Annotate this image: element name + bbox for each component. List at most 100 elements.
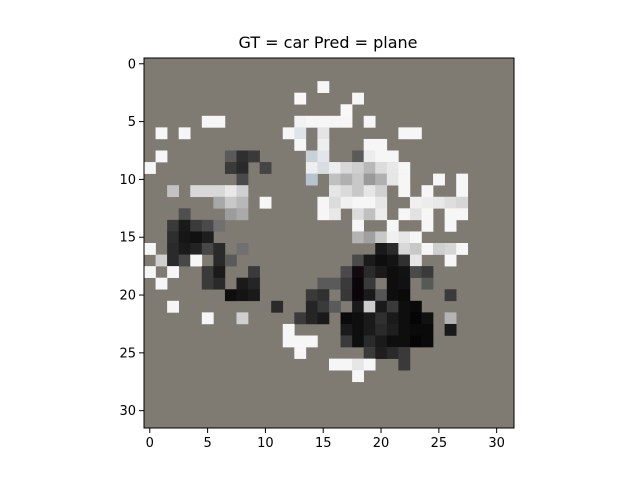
pixel-cell <box>352 196 364 209</box>
x-tick-label: 5 <box>203 436 211 451</box>
pixel-cell <box>190 243 203 255</box>
pixel-cell <box>409 323 422 336</box>
pixel-cell <box>340 115 353 128</box>
pixel-cell <box>352 277 364 290</box>
pixel-cell <box>456 173 469 186</box>
pixel-cell <box>352 231 364 244</box>
pixel-cell <box>375 289 388 302</box>
pixel-cell <box>340 277 353 290</box>
pixel-cell <box>201 312 214 325</box>
pixel-cell <box>236 173 249 186</box>
pixel-cell <box>409 231 422 244</box>
pixel-cell <box>178 208 191 221</box>
pixel-cell <box>398 289 411 302</box>
pixel-cell <box>398 300 411 313</box>
pixel-cell <box>398 266 411 278</box>
pixel-cell <box>317 300 330 313</box>
pixel-cell <box>375 150 388 163</box>
y-tick-label: 0 <box>128 57 136 72</box>
pixel-cell <box>282 335 295 348</box>
pixel-cell <box>363 277 376 290</box>
pixel-cell <box>224 208 237 221</box>
pixel-cell <box>224 162 237 174</box>
pixel-cell <box>352 254 364 267</box>
pixel-cell <box>363 289 376 302</box>
pixel-cell <box>167 266 179 278</box>
pixel-cell <box>236 312 249 325</box>
pixel-cell <box>178 254 191 267</box>
pixel-cell <box>352 185 364 198</box>
pixel-cell <box>190 254 203 267</box>
pixel-cell <box>155 127 168 140</box>
pixel-cell <box>294 127 307 140</box>
pixel-cell <box>201 219 214 232</box>
pixel-cell <box>317 138 330 151</box>
pixel-cell <box>398 277 411 290</box>
pixel-cell <box>317 127 330 140</box>
pixel-cell <box>375 266 388 278</box>
pixel-cells <box>144 81 469 383</box>
pixel-cell <box>433 243 445 255</box>
pixel-cell <box>340 266 353 278</box>
pixel-cell <box>352 266 364 278</box>
pixel-cell <box>363 208 376 221</box>
pixel-cell <box>456 243 469 255</box>
pixel-cell <box>340 335 353 348</box>
pixel-cell <box>213 243 226 255</box>
pixel-cell <box>340 358 353 371</box>
pixel-cell <box>421 266 434 278</box>
pixel-cell <box>236 243 249 255</box>
y-tick-label: 25 <box>119 346 136 361</box>
pixel-cell <box>398 173 411 186</box>
pixel-cell <box>294 115 307 128</box>
pixel-cell <box>178 219 191 232</box>
pixel-cell <box>201 185 214 198</box>
pixel-cell <box>386 300 399 313</box>
pixel-cell <box>305 312 318 325</box>
pixel-cell <box>317 81 330 93</box>
pixel-cell <box>386 162 399 174</box>
pixel-cell <box>363 173 376 186</box>
pixel-cell <box>375 243 388 255</box>
pixel-cell <box>329 358 341 371</box>
pixel-cell <box>236 277 249 290</box>
pixel-cell <box>409 127 422 140</box>
x-tick-label: 0 <box>146 436 154 451</box>
x-tick-label: 25 <box>431 436 448 451</box>
pixel-cell <box>398 347 411 359</box>
y-tick-label: 20 <box>119 289 136 304</box>
pixel-cell <box>386 231 399 244</box>
pixel-cell <box>224 289 237 302</box>
pixel-cell <box>375 335 388 348</box>
pixel-cell <box>363 300 376 313</box>
pixel-cell <box>386 219 399 232</box>
pixel-cell <box>213 196 226 209</box>
pixel-cell <box>329 300 341 313</box>
pixel-cell <box>352 323 364 336</box>
pixel-cell <box>305 162 318 174</box>
pixel-cell <box>363 347 376 359</box>
pixel-cell <box>294 312 307 325</box>
pixel-cell <box>340 104 353 117</box>
pixel-cell <box>352 173 364 186</box>
pixel-cell <box>421 277 434 290</box>
x-axis: 0 5 10 15 20 25 30 <box>146 428 505 451</box>
pixel-cell <box>386 277 399 290</box>
pixel-cell <box>421 335 434 348</box>
pixel-cell <box>224 196 237 209</box>
pixel-cell <box>421 219 434 232</box>
pixel-cell <box>190 219 203 232</box>
pixel-cell <box>433 173 445 186</box>
pixel-cell <box>213 185 226 198</box>
pixel-cell <box>456 196 469 209</box>
pixel-cell <box>375 347 388 359</box>
pixel-cell <box>386 243 399 255</box>
pixel-cell <box>190 231 203 244</box>
pixel-cell <box>340 312 353 325</box>
pixel-cell <box>317 277 330 290</box>
pixel-cell <box>329 115 341 128</box>
pixel-cell <box>317 162 330 174</box>
pixel-cell <box>421 243 434 255</box>
y-tick-label: 10 <box>119 173 136 188</box>
pixel-cell <box>386 173 399 186</box>
